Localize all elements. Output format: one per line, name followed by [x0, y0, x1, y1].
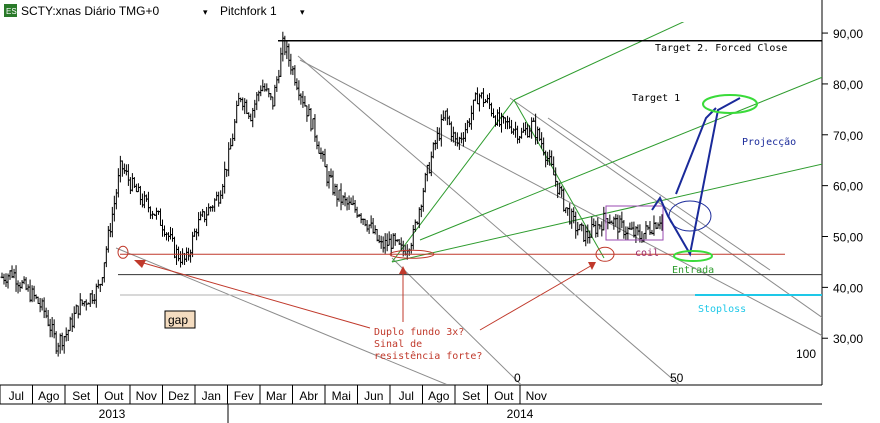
symbol-title[interactable]: SCTY:xnas Diário TMG+0 — [21, 4, 159, 18]
y-tick-label: 70,00 — [833, 129, 863, 143]
y-tick-label: 60,00 — [833, 180, 863, 194]
year-label: 2013 — [99, 407, 126, 421]
entry-ellipse — [673, 250, 713, 262]
pitchfork-green-line — [391, 99, 515, 263]
coil-label: coil — [635, 248, 659, 259]
pitchfork-grey-line — [547, 117, 771, 271]
symbol-dropdown-icon[interactable]: ▾ — [203, 7, 208, 17]
pitchfork-grey-line — [391, 257, 522, 384]
support-circle-1 — [117, 245, 129, 259]
month-label: Nov — [526, 389, 547, 403]
projection-circle — [668, 200, 712, 232]
double-bottom-note: Duplo fundo 3x? Sinal de resistência for… — [374, 327, 482, 362]
y-tick-label: 90,00 — [833, 27, 863, 41]
annotation-overlay — [117, 94, 758, 331]
pitchfork-grey-line — [509, 97, 822, 318]
target-1-label: Target 1 — [632, 93, 680, 104]
month-label: Dez — [168, 389, 189, 403]
projection-path-1 — [651, 97, 741, 257]
pitchfork-grey-line — [297, 55, 680, 384]
month-label: Fev — [234, 389, 254, 403]
pitchfork-green-line — [391, 163, 822, 263]
chart-header[interactable]: ES SCTY:xnas Diário TMG+0 ▾ Pitchfork 1 … — [4, 4, 305, 18]
arrow-head-2 — [399, 266, 407, 274]
month-label: Set — [72, 389, 91, 403]
month-label: Jul — [9, 389, 24, 403]
candlestick-series — [0, 31, 664, 357]
pitchfork-green-line — [513, 22, 685, 101]
plot-area — [0, 22, 822, 384]
double-bottom-line-2: Sinal de — [374, 339, 422, 350]
y-tick-label: 50,00 — [833, 231, 863, 245]
target-2-label: Target 2. Forced Close — [655, 43, 787, 54]
pitchfork-grey-line — [115, 247, 447, 384]
arrow-line-3 — [479, 263, 595, 331]
month-label: Mar — [266, 389, 287, 403]
pitchfork-grey-line — [299, 59, 822, 337]
entry-label: Entrada — [672, 265, 714, 276]
month-label: Jun — [364, 389, 383, 403]
pitchfork-green-lines — [391, 22, 822, 263]
arrow-head-3 — [588, 262, 596, 270]
support-circle-3 — [595, 246, 615, 262]
app-icon — [4, 4, 17, 17]
y-tick-label: 30,00 — [833, 332, 863, 346]
month-label: Ago — [428, 389, 450, 403]
pitchfork-grey-lines — [115, 55, 822, 384]
coil-box — [605, 205, 664, 241]
pitchfork-green-line — [513, 99, 605, 259]
fib-label-50: 50 — [670, 371, 684, 385]
year-label: 2014 — [507, 407, 534, 421]
arrow-line-1 — [139, 261, 371, 329]
month-label: Out — [104, 389, 124, 403]
month-label: Out — [494, 389, 514, 403]
y-axis: 30,00 40,00 50,00 60,00 70,00 80,00 90,00 — [822, 27, 863, 346]
fib-label-0: 0 — [514, 371, 521, 385]
x-axis-months: Jul Ago Set Out Nov Dez Jan Fev Mar Abr Mai Jun Jul A… — [0, 385, 547, 404]
month-label: Nov — [136, 389, 157, 403]
x-axis-years: 2013 2014 — [99, 407, 534, 421]
projection-label: Projecção — [742, 137, 796, 148]
month-label: Jan — [202, 389, 221, 403]
month-label: Set — [462, 389, 481, 403]
double-bottom-line-3: resistência forte? — [374, 350, 482, 362]
month-label: Mai — [332, 389, 351, 403]
gap-box: gap — [164, 310, 196, 329]
target-1-ellipse — [702, 94, 758, 114]
tool-dropdown-icon[interactable]: ▾ — [300, 7, 305, 17]
y-tick-label: 80,00 — [833, 78, 863, 92]
pitchfork-green-line — [419, 76, 822, 241]
month-label: Jul — [399, 389, 414, 403]
month-label: Ago — [38, 389, 60, 403]
fib-label-100: 100 — [796, 347, 816, 361]
stoploss-label: Stoploss — [698, 304, 746, 315]
tool-title[interactable]: Pitchfork 1 — [220, 4, 277, 18]
arrow-head-1 — [134, 260, 146, 268]
app-icon-glyph: ES — [6, 7, 17, 16]
month-label: Abr — [299, 389, 318, 403]
support-circle-2 — [389, 249, 435, 259]
y-tick-label: 40,00 — [833, 281, 863, 295]
gap-label: gap — [168, 313, 188, 327]
double-bottom-line-1: Duplo fundo 3x? — [374, 327, 464, 338]
